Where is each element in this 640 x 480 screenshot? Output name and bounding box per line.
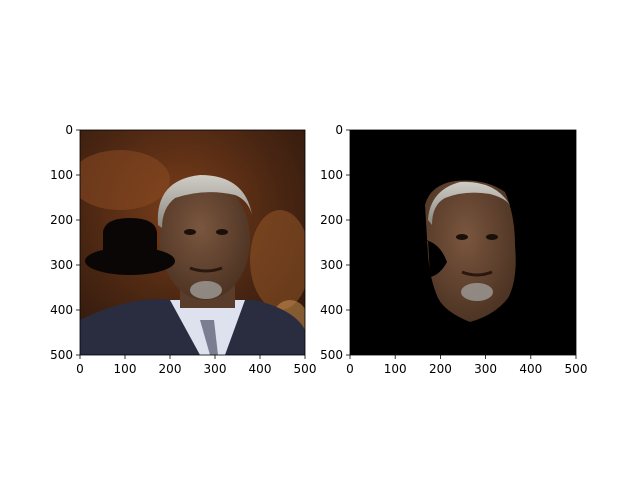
background-highlight <box>250 210 305 310</box>
right-eye <box>486 234 498 240</box>
y-tick-label: 300 <box>50 258 73 272</box>
x-tick-label: 0 <box>346 362 354 376</box>
x-tick-label: 400 <box>519 362 542 376</box>
right-eye <box>216 229 228 235</box>
tie <box>200 320 218 355</box>
y-tick-label: 400 <box>50 303 73 317</box>
y-tick-label: 400 <box>320 303 343 317</box>
left-image-panel <box>80 130 305 355</box>
y-tick-label: 100 <box>320 168 343 182</box>
y-tick-label: 500 <box>320 348 343 362</box>
beard <box>461 283 493 301</box>
y-tick-label: 300 <box>320 258 343 272</box>
left-axes-frame <box>79 129 306 356</box>
y-tick-label: 200 <box>50 213 73 227</box>
left-eye <box>184 229 196 235</box>
mouth <box>189 266 223 273</box>
hat-overlay <box>85 218 175 275</box>
right-axes-frame <box>349 129 577 356</box>
background-highlight <box>80 150 170 210</box>
x-tick-label: 0 <box>76 362 84 376</box>
x-tick-label: 100 <box>114 362 137 376</box>
x-tick-label: 100 <box>384 362 407 376</box>
y-tick-label: 0 <box>65 123 73 137</box>
hair <box>157 175 252 228</box>
x-tick-label: 300 <box>474 362 497 376</box>
y-tick-label: 500 <box>50 348 73 362</box>
y-tick-label: 200 <box>320 213 343 227</box>
y-tick-label: 0 <box>335 123 343 137</box>
x-tick-label: 500 <box>294 362 317 376</box>
x-tick-label: 300 <box>204 362 227 376</box>
segmented-face <box>425 180 516 322</box>
x-tick-label: 200 <box>429 362 452 376</box>
beard <box>190 281 222 299</box>
face <box>160 180 250 300</box>
mouth <box>461 270 493 277</box>
hat-cutout <box>425 240 447 277</box>
x-tick-label: 200 <box>159 362 182 376</box>
right-image-panel <box>350 130 576 355</box>
x-tick-label: 400 <box>249 362 272 376</box>
y-tick-label: 100 <box>50 168 73 182</box>
x-tick-label: 500 <box>565 362 588 376</box>
left-eye <box>456 234 468 240</box>
